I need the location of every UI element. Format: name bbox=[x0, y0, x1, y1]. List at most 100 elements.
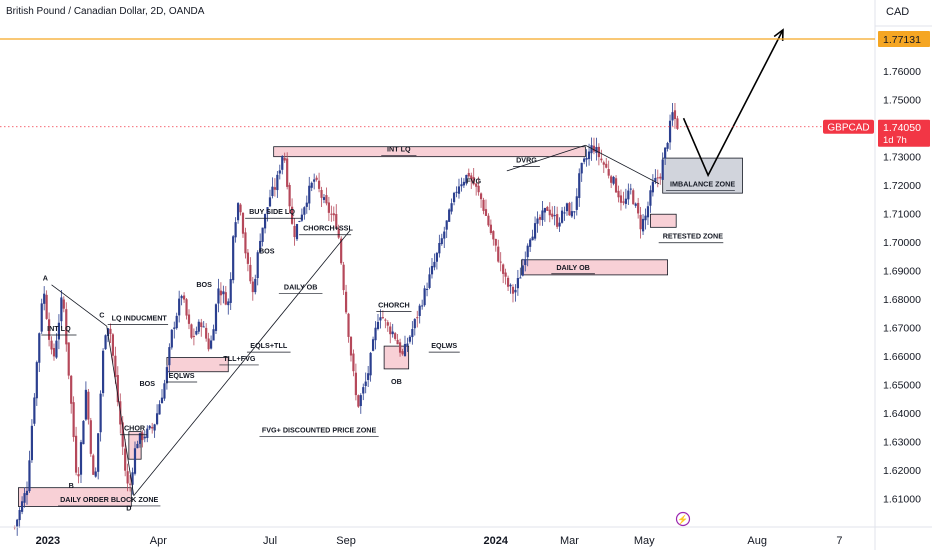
candle-body-145 bbox=[369, 352, 372, 376]
candle-body-39 bbox=[109, 328, 112, 334]
candle-body-76 bbox=[200, 322, 203, 328]
candle-body-268 bbox=[671, 112, 674, 121]
annotation-label-24: DAILY OB bbox=[556, 263, 590, 272]
projection-arrowhead bbox=[773, 28, 784, 41]
candle-body-240 bbox=[602, 162, 605, 165]
annotation-label-4: CHORCH+SSL bbox=[303, 224, 353, 233]
candle-body-57 bbox=[153, 424, 156, 431]
x-tick-label-0: 2023 bbox=[36, 535, 60, 547]
candle-body-199 bbox=[502, 264, 505, 274]
candle-body-5 bbox=[25, 490, 29, 496]
candle-body-146 bbox=[371, 339, 375, 351]
annotation-label-8: CHORCH bbox=[378, 301, 410, 310]
annotation-label-11: TLL+FVG bbox=[223, 354, 256, 363]
candle-body-97 bbox=[251, 281, 254, 293]
candle-body-243 bbox=[610, 176, 613, 183]
candle-body-222 bbox=[558, 222, 561, 227]
annotation-label-10: EQLS+TLL bbox=[250, 341, 288, 350]
candle-body-21 bbox=[65, 309, 68, 345]
candle-body-158 bbox=[401, 351, 404, 355]
candle-body-12 bbox=[43, 293, 46, 304]
annotation-label-19: FVG+ DISCOUNTED PRICE ZONE bbox=[262, 425, 377, 434]
candle-body-167 bbox=[423, 288, 426, 306]
annotation-label-16: INT LQ bbox=[47, 324, 71, 333]
candle-body-201 bbox=[506, 277, 510, 287]
candle-body-159 bbox=[403, 343, 407, 357]
candle-body-178 bbox=[450, 203, 453, 212]
candle-body-185 bbox=[467, 172, 470, 177]
y-tick-label-0: 1.61000 bbox=[883, 494, 921, 506]
annotation-label-13: A bbox=[43, 274, 48, 283]
candle-body-251 bbox=[629, 188, 632, 190]
candle-body-107 bbox=[276, 174, 279, 191]
candle-body-183 bbox=[462, 181, 465, 186]
candle-body-34 bbox=[97, 433, 100, 472]
candle-body-133 bbox=[340, 238, 343, 264]
candle-body-248 bbox=[622, 201, 625, 203]
candle-body-176 bbox=[445, 220, 448, 230]
y-tick-label-9: 1.70000 bbox=[883, 237, 921, 249]
candle-body-264 bbox=[661, 159, 664, 180]
candle-body-165 bbox=[418, 305, 421, 316]
candle-body-250 bbox=[627, 190, 630, 200]
candle-body-120 bbox=[308, 185, 311, 204]
candle-body-134 bbox=[342, 264, 345, 291]
candle-body-85 bbox=[222, 291, 225, 295]
candle-body-200 bbox=[504, 272, 507, 277]
candle-body-53 bbox=[143, 436, 146, 439]
annotation-label-9: EQLWS bbox=[431, 341, 457, 350]
candle-body-24 bbox=[72, 402, 75, 438]
candle-body-113 bbox=[290, 206, 294, 224]
candle-body-263 bbox=[659, 176, 662, 179]
candle-body-214 bbox=[538, 217, 542, 220]
x-tick-label-5: Mar bbox=[560, 535, 579, 547]
candle-body-61 bbox=[163, 383, 166, 399]
candle-body-171 bbox=[433, 261, 436, 268]
candle-body-47 bbox=[128, 483, 132, 485]
candle-body-157 bbox=[398, 342, 402, 353]
candle-body-231 bbox=[580, 162, 583, 174]
candle-body-68 bbox=[180, 295, 183, 299]
candle-body-81 bbox=[212, 329, 215, 341]
y-tick-label-11: 1.72000 bbox=[883, 180, 921, 192]
candle-body-16 bbox=[52, 348, 56, 357]
y-tick-label-12: 1.73000 bbox=[883, 152, 921, 164]
candle-body-122 bbox=[313, 179, 316, 182]
candle-body-202 bbox=[509, 284, 512, 287]
candle-body-89 bbox=[232, 236, 235, 281]
candle-body-170 bbox=[430, 265, 434, 275]
candle-body-82 bbox=[214, 304, 218, 331]
candle-body-172 bbox=[435, 252, 438, 262]
candle-body-163 bbox=[413, 319, 416, 329]
candle-body-259 bbox=[649, 190, 652, 206]
annotation-label-6: DAILY OB bbox=[284, 283, 318, 292]
candle-body-213 bbox=[536, 218, 539, 224]
annotation-label-15: LQ INDUCMENT bbox=[112, 313, 168, 322]
candle-body-71 bbox=[187, 314, 191, 324]
candle-body-249 bbox=[624, 198, 627, 204]
candle-body-112 bbox=[288, 184, 291, 207]
candle-body-131 bbox=[335, 214, 338, 229]
candle-body-155 bbox=[394, 333, 397, 339]
candle-body-266 bbox=[666, 143, 669, 149]
candle-body-63 bbox=[168, 347, 171, 366]
candle-body-30 bbox=[87, 391, 90, 420]
zone-box-6 bbox=[650, 213, 677, 228]
lightning-icon: ⚡ bbox=[677, 514, 688, 526]
candle-body-184 bbox=[465, 174, 468, 184]
candle-body-69 bbox=[182, 295, 186, 300]
annotation-label-18: CHOR bbox=[124, 424, 146, 433]
candle-body-150 bbox=[381, 317, 384, 319]
candle-body-192 bbox=[484, 209, 488, 216]
y-tick-label-4: 1.65000 bbox=[883, 380, 921, 392]
candle-body-4 bbox=[23, 493, 26, 503]
event-badge-icon[interactable] bbox=[675, 511, 691, 527]
candle-body-22 bbox=[67, 342, 70, 376]
annotation-label-3: BUY SIDE LQ bbox=[249, 207, 295, 216]
candle-body-99 bbox=[256, 252, 259, 279]
candle-body-62 bbox=[165, 367, 169, 384]
candle-body-64 bbox=[170, 329, 173, 348]
